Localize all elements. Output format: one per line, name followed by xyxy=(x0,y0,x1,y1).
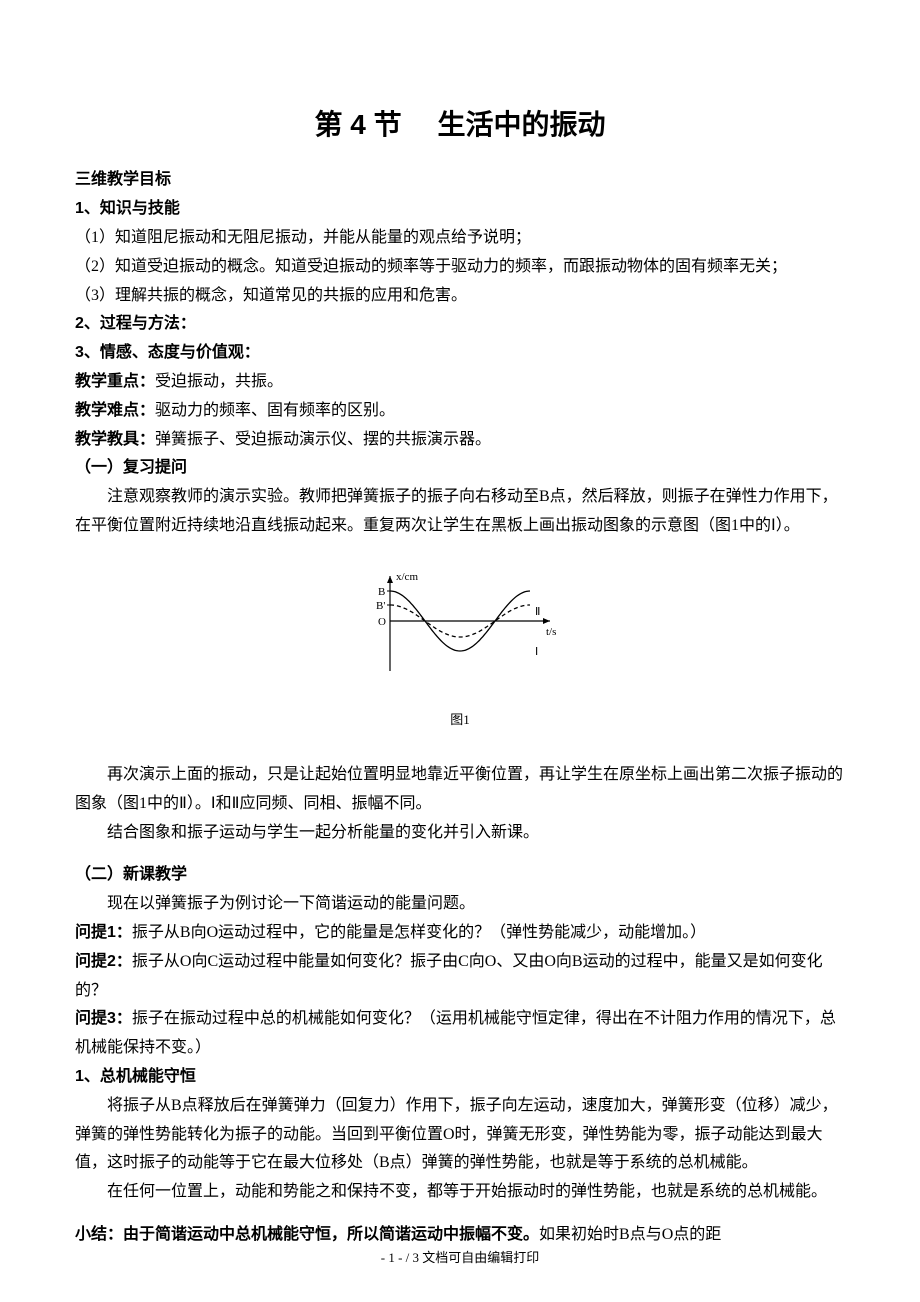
q3-text: 振子在振动过程中总的机械能如何变化？（运用机械能守恒定律，得出在不计阻力作用的情… xyxy=(75,1010,836,1056)
page-title: 第 4 节 生活中的振动 xyxy=(75,100,845,150)
heading-new-lesson: （二）新课教学 xyxy=(75,861,845,890)
heading-knowledge: 1、知识与技能 xyxy=(75,195,845,224)
heading-process: 2、过程与方法： xyxy=(75,310,845,339)
label-tools: 教学教具： xyxy=(75,431,155,448)
question-3: 问提3：振子在振动过程中总的机械能如何变化？（运用机械能守恒定律，得出在不计阻力… xyxy=(75,1005,845,1063)
knowledge-item: （1）知道阻尼振动和无阻尼振动，并能从能量的观点给予说明； xyxy=(75,224,845,253)
label-focus: 教学重点： xyxy=(75,373,155,390)
page-footer: - 1 - / 3 文档可自由编辑打印 xyxy=(0,1246,920,1269)
svg-text:t/s: t/s xyxy=(546,626,556,638)
knowledge-item: （3）理解共振的概念，知道常见的共振的应用和危害。 xyxy=(75,282,845,311)
svg-text:x/cm: x/cm xyxy=(396,571,418,583)
review-paragraph: 再次演示上面的振动，只是让起始位置明显地靠近平衡位置，再让学生在原坐标上画出第二… xyxy=(75,761,845,819)
chart-caption: 图1 xyxy=(75,708,845,731)
tools-text: 弹簧振子、受迫振动演示仪、摆的共振演示器。 xyxy=(155,431,491,448)
summary-rest: 如果初始时B点与O点的距 xyxy=(539,1226,721,1243)
difficulty-line: 教学难点：驱动力的频率、固有频率的区别。 xyxy=(75,397,845,426)
heading-review: （一）复习提问 xyxy=(75,454,845,483)
svg-text:B: B xyxy=(378,586,385,598)
svg-text:O: O xyxy=(378,616,386,628)
q3-label: 问提3： xyxy=(75,1010,132,1027)
focus-line: 教学重点：受迫振动，共振。 xyxy=(75,368,845,397)
question-1: 问提1：振子从B向O运动过程中，它的能量是怎样变化的？（弹性势能减少，动能增加。… xyxy=(75,919,845,948)
label-difficulty: 教学难点： xyxy=(75,402,155,419)
review-paragraph: 注意观察教师的演示实验。教师把弹簧振子的振子向右移动至B点，然后释放，则振子在弹… xyxy=(75,483,845,541)
q1-text: 振子从B向O运动过程中，它的能量是怎样变化的？（弹性势能减少，动能增加。） xyxy=(132,924,706,941)
heading-goal: 三维教学目标 xyxy=(75,166,845,195)
question-2: 问提2：振子从O向C运动过程中能量如何变化？振子由C向O、又由O向B运动的过程中… xyxy=(75,948,845,1006)
focus-text: 受迫振动，共振。 xyxy=(155,373,283,390)
summary-label: 小结：由于简谐运动中总机械能守恒，所以简谐运动中振幅不变。 xyxy=(75,1226,539,1243)
q2-text: 振子从O向C运动过程中能量如何变化？振子由C向O、又由O向B运动的过程中，能量又… xyxy=(75,953,823,999)
svg-text:Ⅰ: Ⅰ xyxy=(535,646,538,658)
tools-line: 教学教具：弹簧振子、受迫振动演示仪、摆的共振演示器。 xyxy=(75,426,845,455)
heading-energy: 1、总机械能守恒 xyxy=(75,1063,845,1092)
energy-paragraph: 将振子从B点释放后在弹簧弹力（回复力）作用下，振子向左运动，速度加大，弹簧形变（… xyxy=(75,1092,845,1178)
oscillation-chart: x/cm t/s B B' O Ⅰ Ⅱ 图1 xyxy=(75,561,845,731)
energy-paragraph: 在任何一位置上，动能和势能之和保持不变，都等于开始振动时的弹性势能，也就是系统的… xyxy=(75,1178,845,1207)
chart-svg: x/cm t/s B B' O Ⅰ Ⅱ xyxy=(350,561,570,691)
q2-label: 问提2： xyxy=(75,953,132,970)
svg-text:Ⅱ: Ⅱ xyxy=(535,606,540,618)
difficulty-text: 驱动力的频率、固有频率的区别。 xyxy=(155,402,395,419)
review-paragraph: 结合图象和振子运动与学生一起分析能量的变化并引入新课。 xyxy=(75,819,845,848)
q1-label: 问提1： xyxy=(75,924,132,941)
knowledge-item: （2）知道受迫振动的概念。知道受迫振动的频率等于驱动力的频率，而跟振动物体的固有… xyxy=(75,253,845,282)
new-intro: 现在以弹簧振子为例讨论一下简谐运动的能量问题。 xyxy=(75,890,845,919)
heading-attitude: 3、情感、态度与价值观： xyxy=(75,339,845,368)
svg-text:B': B' xyxy=(376,600,385,612)
